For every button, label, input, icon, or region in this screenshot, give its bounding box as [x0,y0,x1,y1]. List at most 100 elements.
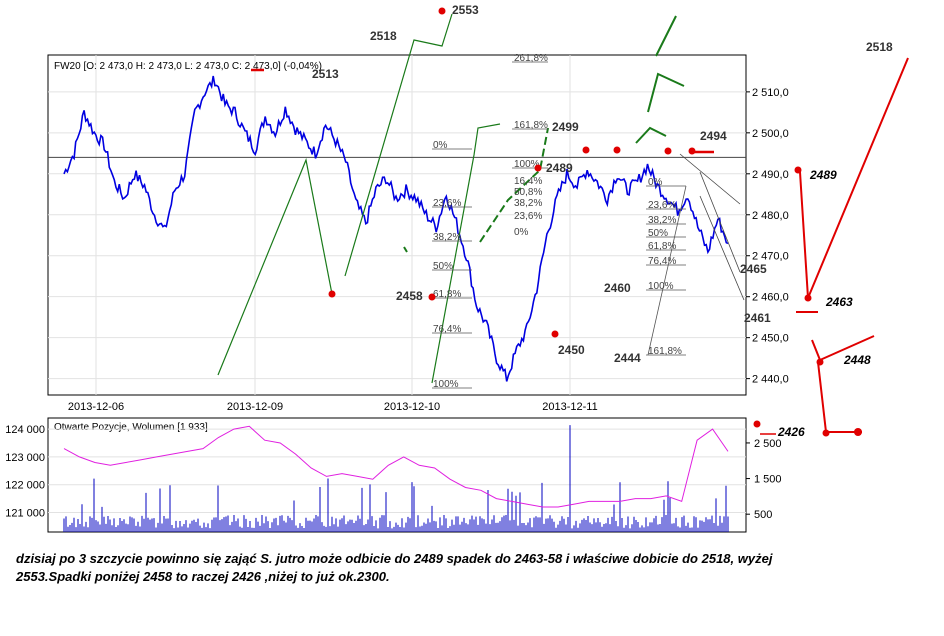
wave-line-a [217,157,333,376]
lower-header: Otwarte Pozycje, Wolumen [1 933] [54,422,208,433]
green-stroke-2 [647,72,685,113]
green-stroke-4 [403,246,408,253]
fibo-mid-7: 0% [514,227,529,238]
vol-tick-1: 1 500 [754,474,782,486]
fibo-mid-0: 261,8% [514,53,548,64]
fibo-left-4: 61,8% [433,289,461,300]
label-2553: 2553 [452,3,479,17]
oi-tick-3: 121 000 [5,508,45,520]
label-2458: 2458 [396,289,423,303]
ytick-label-1: 2 500,0 [752,128,789,140]
wave-line-b [344,13,453,277]
label-2489: 2489 [546,161,573,175]
marker-2426-top [753,420,761,428]
marker-peak-3 [664,147,672,155]
price-line [63,75,729,382]
green-stroke-3 [635,126,667,144]
marker-2553 [438,7,446,15]
vol-tick-2: 500 [754,509,772,521]
main-panel-frame [47,54,747,396]
fibo-left-1: 23,6% [433,198,461,209]
forecast-red-dots [794,166,862,437]
side-label-2448: 2448 [843,353,871,367]
fibo-mid-5: 38,2% [514,198,542,209]
ytick-label-2: 2 490,0 [752,169,789,181]
label-2465: 2465 [740,262,767,276]
label-2494: 2494 [700,129,727,143]
fibo-mid [512,61,548,169]
fibo-mid-1: 161,8% [514,120,548,131]
trend-lines [679,153,745,301]
caption-line-1: dzisiaj po 3 szczycie powinno się zająć … [16,551,773,566]
volume-axis: 2 500 1 500 500 [746,438,782,521]
vol-tick-0: 2 500 [754,438,782,450]
wave-line-d [479,127,549,243]
marker-2494 [688,147,696,155]
fibo-right-3: 50% [648,228,668,239]
ytick-label-7: 2 440,0 [752,374,789,386]
date-label-2: 2013-12-10 [384,401,440,413]
fibo-right-6: 100% [648,281,674,292]
lower-grid [48,428,746,514]
marker-2489 [534,164,542,172]
label-2499: 2499 [552,120,579,134]
ytick-label-5: 2 460,0 [752,292,789,304]
label-2444: 2444 [614,351,641,365]
open-interest-line [63,425,729,508]
volume-bars [63,425,729,532]
caption: dzisiaj po 3 szczycie powinno się zająć … [16,550,916,586]
price-series [63,75,729,382]
fibo-left-6: 100% [433,379,459,390]
marker-2463a [328,290,336,298]
fibo-left-0: 0% [433,140,448,151]
marker-peak-1 [582,146,590,154]
green-stroke-1 [655,15,677,57]
open-interest-axis: 124 000 123 000 122 000 121 000 [5,424,45,519]
red-strokes [251,68,714,154]
caption-line-2: 2553.Spadki poniżej 2458 to raczej 2426 … [16,569,390,584]
fibo-mid-3: 16,4% [514,176,542,187]
ytick-label-4: 2 470,0 [752,251,789,263]
fibo-right-4: 61,8% [648,241,676,252]
label-2513: 2513 [312,67,339,81]
date-axis: 2013-12-06 2013-12-09 2013-12-10 2013-12-11 [68,401,598,413]
wave-lines [217,13,549,384]
fibo-mid-4: 50,8% [514,187,542,198]
side-label-2426: 2426 [777,425,805,439]
marker-2450 [551,330,559,338]
fibo-left [432,148,472,389]
oi-tick-1: 123 000 [5,452,45,464]
wave-strokes-green [403,15,685,253]
main-header: FW20 [O: 2 473,0 H: 2 473,0 L: 2 473,0 C… [54,61,322,72]
label-2461: 2461 [744,311,771,325]
lower-panel-frame [47,417,747,533]
price-axis: 2 510,0 2 500,0 2 490,0 2 480,0 2 470,0 2 460… [746,87,789,386]
date-label-1: 2013-12-09 [227,401,283,413]
fibo-right-0: 0% [648,177,663,188]
date-label-3: 2013-12-11 [542,401,597,413]
red-markers [328,7,761,428]
main-grid [48,55,746,395]
ytick-label-3: 2 480,0 [752,210,789,222]
ytick-label-6: 2 450,0 [752,333,789,345]
fibo-left-5: 76,4% [433,324,461,335]
side-label-2463: 2463 [825,295,853,309]
side-label-2489: 2489 [809,168,837,182]
label-2460: 2460 [604,281,631,295]
date-label-0: 2013-12-06 [68,401,124,413]
marker-2458 [428,293,436,301]
oi-tick-0: 124 000 [5,424,45,436]
label-2450: 2450 [558,343,585,357]
fibo-right-1: 23,6% [648,200,676,211]
fibo-right-5: 76,4% [648,256,676,267]
fibo-left-3: 50% [433,261,453,272]
fibo-left-2: 38,2% [433,232,461,243]
label-2518: 2518 [370,29,397,43]
wave-line-c [431,123,501,384]
fibo-right [646,185,687,356]
side-label-2518: 2518 [866,40,893,54]
ytick-label-0: 2 510,0 [752,87,789,99]
fibo-mid-6: 23,6% [514,211,542,222]
fibo-right-7: 161,8% [648,346,682,357]
